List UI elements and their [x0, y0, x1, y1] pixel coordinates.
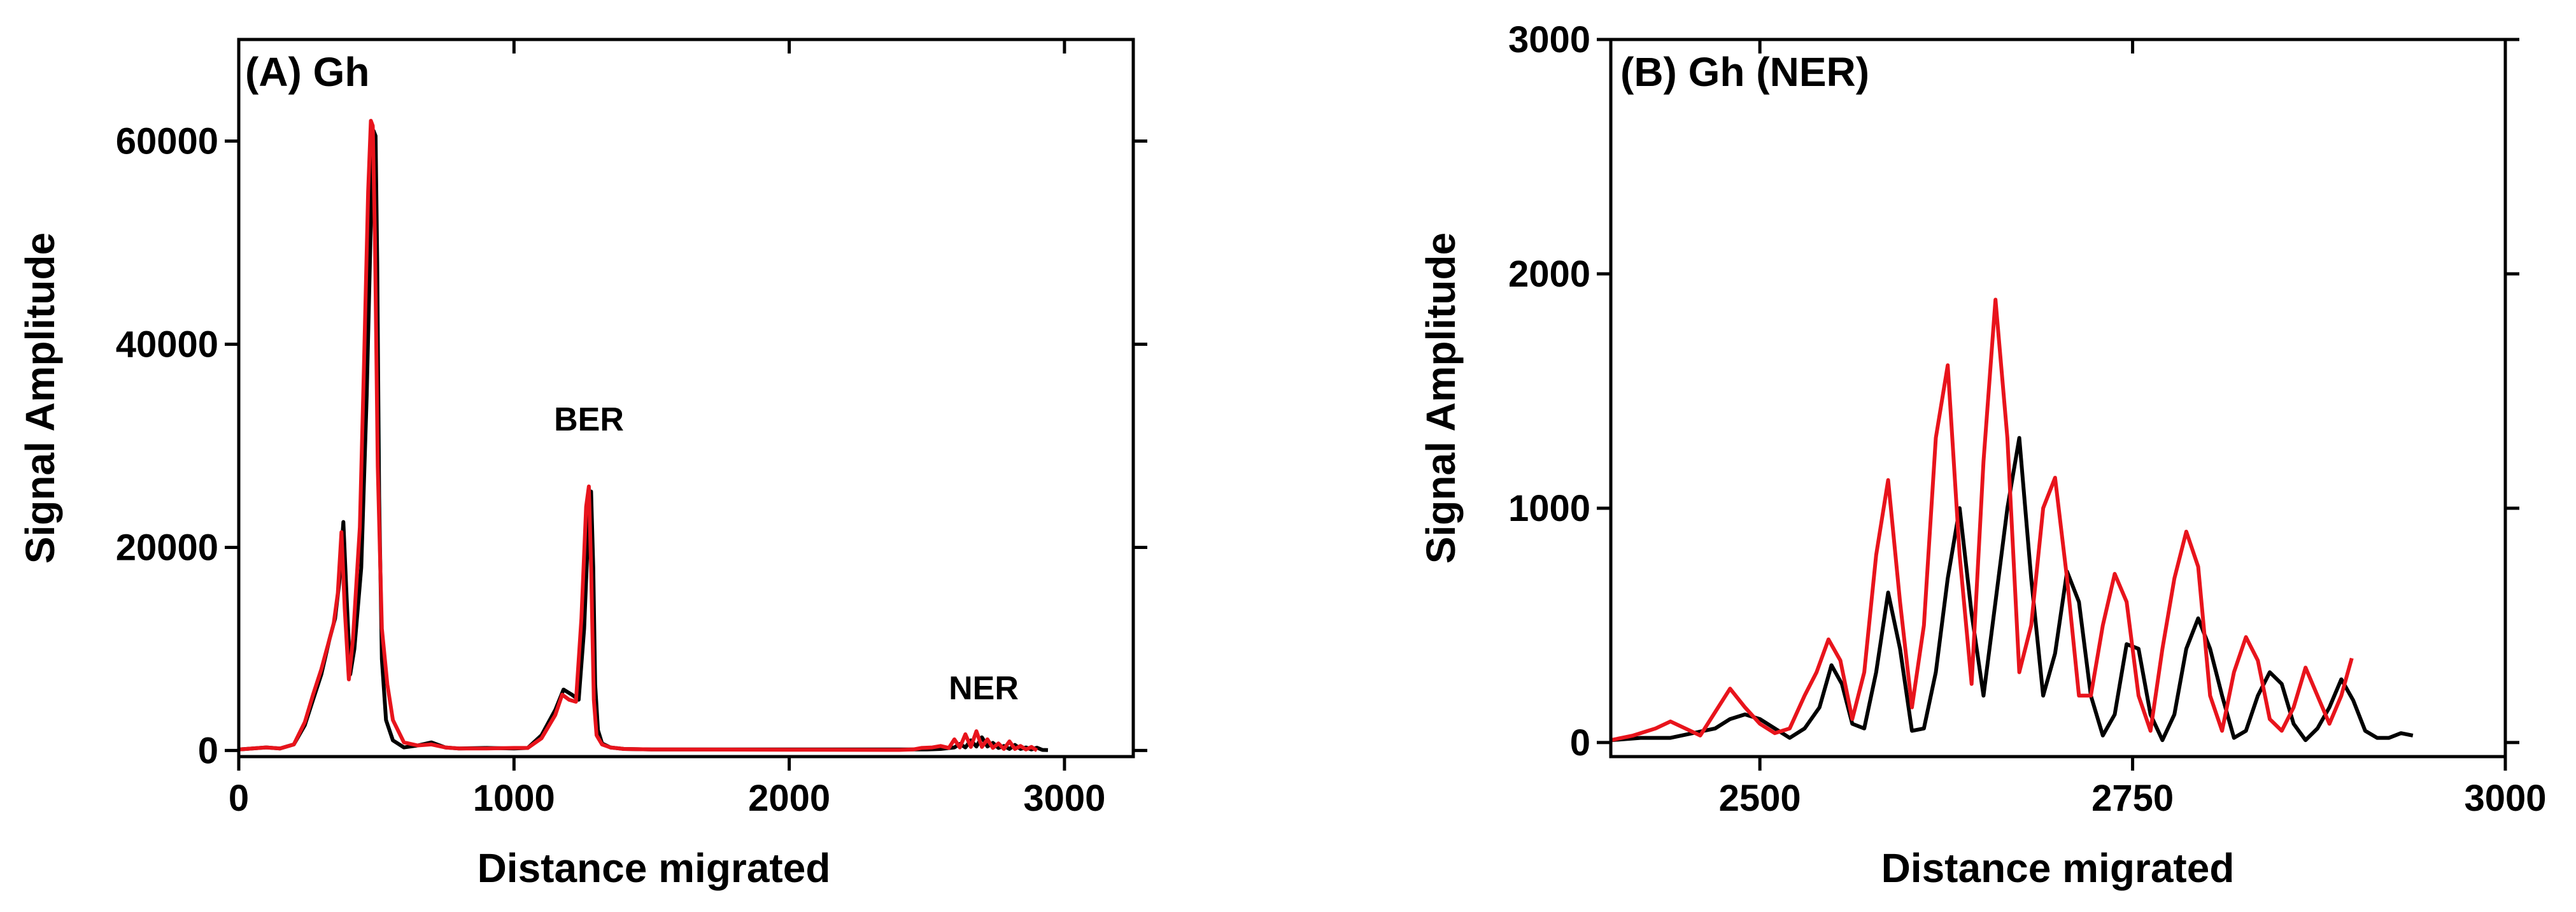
panel-b-title: (B) Gh (NER) — [1620, 49, 1869, 95]
panel-a-y-tick-label: 20000 — [116, 527, 218, 568]
panel-a-ticks: 0 1000 2000 3000 0 20000 40000 60000 — [116, 39, 1147, 819]
chart-panel-b: 2500 2750 3000 0 1000 2000 3000 (B) Gh (NER) D… — [1418, 19, 2547, 891]
panel-b-y-axis-title: Signal Amplitude — [1418, 232, 1464, 564]
annotation-ner: NER — [949, 670, 1019, 707]
panel-a-series-line-0 — [238, 129, 1049, 752]
panel-a-series — [238, 118, 1049, 752]
chart-panel-a: 0 1000 2000 3000 0 20000 40000 60000 (A) Gh BER… — [17, 38, 1147, 891]
panel-b-y-tick-label: 3000 — [1508, 19, 1590, 61]
panel-a-y-tick-label: 60000 — [116, 120, 218, 162]
panel-a-x-tick-label: 1000 — [473, 778, 555, 819]
panel-b-y-tick-label: 2000 — [1508, 253, 1590, 295]
panel-b-series — [1610, 297, 2414, 743]
panel-b-x-tick-label: 3000 — [2464, 778, 2546, 819]
panel-a-x-tick-label: 3000 — [1023, 778, 1105, 819]
panel-a-y-tick-label: 0 — [198, 730, 218, 771]
panel-b-x-tick-label: 2500 — [1719, 778, 1801, 819]
panel-b-series-line-1 — [1610, 297, 2354, 743]
annotation-ber: BER — [554, 401, 624, 438]
panel-a-series-line-1 — [238, 118, 1038, 752]
panel-a-y-axis-title: Signal Amplitude — [17, 232, 63, 564]
panel-b-series-line-0 — [1610, 436, 2414, 743]
panel-a-x-axis-title: Distance migrated — [478, 845, 831, 891]
panel-b-frame — [1609, 38, 2507, 759]
panel-b-ticks: 2500 2750 3000 0 1000 2000 3000 — [1508, 19, 2547, 819]
panel-a-x-tick-label: 0 — [229, 778, 249, 819]
panel-a-frame — [237, 38, 1135, 759]
panel-b-x-tick-label: 2750 — [2091, 778, 2174, 819]
panel-a-title: (A) Gh — [245, 49, 370, 95]
panel-a-x-tick-label: 2000 — [748, 778, 830, 819]
panel-b-y-tick-label: 0 — [1570, 722, 1590, 764]
panel-a-y-tick-label: 40000 — [116, 324, 218, 365]
panel-b-x-axis-title: Distance migrated — [1881, 845, 2235, 891]
panel-b-y-tick-label: 1000 — [1508, 488, 1590, 529]
